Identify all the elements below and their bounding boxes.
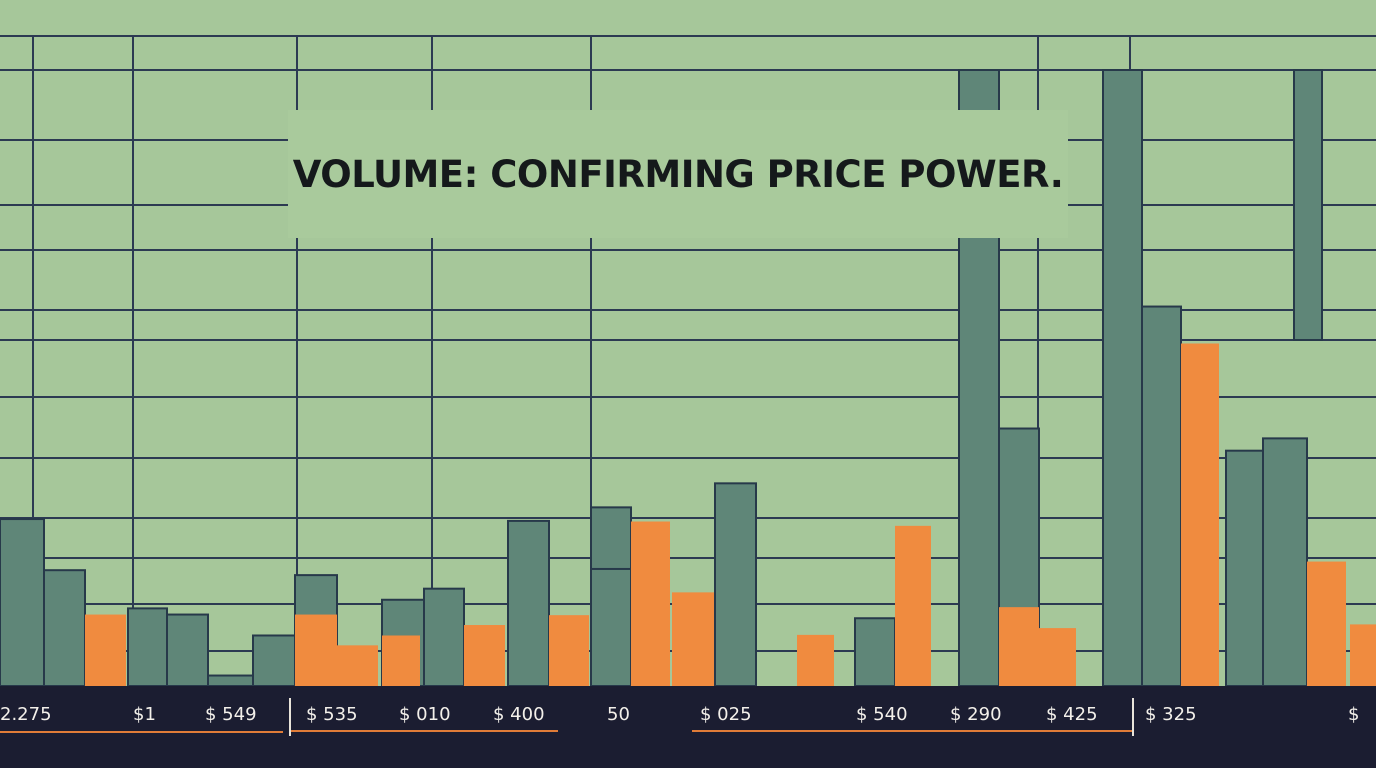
volume-bar [1307,561,1346,686]
volume-bar [895,525,931,686]
volume-bar [1262,437,1308,688]
volume-bar [1350,624,1376,686]
tick-label: $ 400 [493,704,545,725]
tick-label: $1 [133,704,156,725]
volume-bar [549,615,589,686]
volume-bar [1039,628,1076,686]
tick-label: $ 540 [856,704,908,725]
volume-bar [337,645,378,686]
volume-bar [464,625,505,686]
volume-bar [1293,69,1323,341]
volume-bar [43,569,86,688]
volume-bar [631,521,670,686]
volume-bar [507,519,550,687]
volume-bar [382,635,420,686]
volume-bar [590,567,632,688]
volume-bar [1102,69,1143,687]
tick-label: $ [1348,704,1360,725]
tick-label: $ 290 [950,704,1002,725]
volume-bar [797,634,834,686]
axis-separator [1132,698,1134,736]
x-axis-band [0,686,1376,768]
volume-bar [207,674,254,688]
volume-bar [714,482,757,687]
tick-label: $ 010 [399,704,451,725]
bars [0,69,1376,688]
volume-bar [295,614,337,686]
tick-label: $ 425 [1046,704,1098,725]
volume-bar [999,607,1039,686]
volume-bar [423,587,465,687]
volume-bar [1181,343,1219,686]
volume-bar [0,518,45,688]
volume-bar [672,592,714,686]
volume-bar [1141,305,1182,687]
tick-label: $ 549 [205,704,257,725]
accent-underline [692,730,1132,732]
tick-label: 2.275 [0,704,52,725]
volume-bar [252,634,296,687]
tick-label: 50 [607,704,630,725]
title-box: VOLUME: CONFIRMING PRICE POWER. [288,110,1068,238]
volume-bar [127,607,168,687]
volume-bar [854,617,896,687]
tick-label: $ 325 [1145,704,1197,725]
volume-bar [85,614,126,686]
volume-bar [166,613,209,688]
accent-underline [291,730,558,732]
chart-title: VOLUME: CONFIRMING PRICE POWER. [292,152,1064,196]
axis-separator [289,698,291,736]
tick-label: $ 025 [700,704,752,725]
volume-bar [1225,449,1264,687]
tick-label: $ 535 [306,704,358,725]
accent-underline [0,731,283,733]
